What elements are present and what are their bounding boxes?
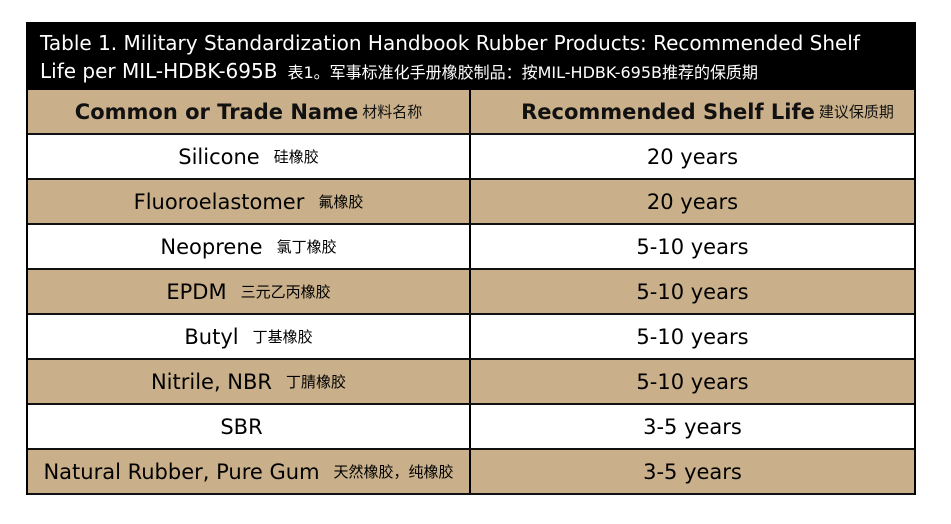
table-header-row: Common or Trade Name 材料名称 Recommended She… — [28, 90, 914, 135]
title-line-2-en: Life per MIL-HDBK-695B — [40, 59, 278, 83]
cell-name: Fluoroelastomer 氟橡胶 — [28, 180, 471, 223]
column-header-life: Recommended Shelf Life 建议保质期 — [471, 90, 914, 133]
cell-shelf-life: 5-10 years — [636, 279, 749, 304]
cell-shelf-life: 3-5 years — [643, 459, 742, 484]
cell-name-en: EPDM — [166, 279, 227, 304]
cell-shelf-life: 20 years — [646, 189, 739, 214]
title-line-2-cn: 表1。军事标准化手册橡胶制品：按MIL-HDBK-695B推荐的保质期 — [287, 63, 758, 82]
cell-name: SBR — [28, 405, 471, 448]
table-row: SBR 3-5 years — [28, 405, 914, 450]
column-header-life-cn: 建议保质期 — [818, 103, 894, 121]
cell-name-en: Butyl — [184, 324, 239, 349]
cell-name-en: Neoprene — [160, 234, 263, 259]
cell-name-cn: 硅橡胶 — [273, 148, 319, 166]
cell-name-en: Silicone — [178, 144, 260, 169]
title-line-1: Table 1. Military Standardization Handbo… — [40, 31, 860, 55]
column-header-name: Common or Trade Name 材料名称 — [28, 90, 471, 133]
cell-shelf-life: 5-10 years — [636, 234, 749, 259]
column-header-name-cn: 材料名称 — [362, 103, 423, 121]
cell-name-en: Natural Rubber, Pure Gum — [43, 459, 320, 484]
title-line-2: Life per MIL-HDBK-695B 表1。军事标准化手册橡胶制品：按MI… — [40, 57, 916, 87]
table-row: Nitrile, NBR 丁腈橡胶 5-10 years — [28, 360, 914, 405]
cell-name-cn: 三元乙丙橡胶 — [240, 283, 331, 301]
cell-shelf-life: 5-10 years — [636, 369, 749, 394]
cell-name: Nitrile, NBR 丁腈橡胶 — [28, 360, 471, 403]
cell-name-cn: 天然橡胶，纯橡胶 — [333, 463, 454, 481]
table-row: Fluoroelastomer 氟橡胶 20 years — [28, 180, 914, 225]
cell-name: Silicone 硅橡胶 — [28, 135, 471, 178]
cell-name-en: Nitrile, NBR — [150, 369, 273, 394]
cell-name-cn: 氟橡胶 — [318, 193, 364, 211]
cell-name: Natural Rubber, Pure Gum 天然橡胶，纯橡胶 — [28, 450, 471, 493]
cell-name-en: Fluoroelastomer — [133, 189, 305, 214]
table-row: Natural Rubber, Pure Gum 天然橡胶，纯橡胶 3-5 year… — [28, 450, 914, 495]
cell-name: Butyl 丁基橡胶 — [28, 315, 471, 358]
cell-shelf-life: 3-5 years — [643, 414, 742, 439]
shelf-life-table: Common or Trade Name 材料名称 Recommended She… — [26, 90, 916, 495]
table-row: Neoprene 氯丁橡胶 5-10 years — [28, 225, 914, 270]
table-row: Butyl 丁基橡胶 5-10 years — [28, 315, 914, 360]
cell-name-en: SBR — [220, 414, 263, 439]
cell-name: EPDM 三元乙丙橡胶 — [28, 270, 471, 313]
table-title: Table 1. Military Standardization Handbo… — [26, 22, 916, 90]
table-row: EPDM 三元乙丙橡胶 5-10 years — [28, 270, 914, 315]
cell-name-cn: 丁腈橡胶 — [286, 373, 347, 391]
column-header-life-en: Recommended Shelf Life — [521, 99, 815, 124]
cell-shelf-life: 20 years — [646, 144, 739, 169]
cell-name-cn: 丁基橡胶 — [252, 328, 313, 346]
cell-shelf-life: 5-10 years — [636, 324, 749, 349]
column-header-name-en: Common or Trade Name — [74, 99, 359, 124]
cell-name: Neoprene 氯丁橡胶 — [28, 225, 471, 268]
cell-name-cn: 氯丁橡胶 — [276, 238, 337, 256]
table-row: Silicone 硅橡胶 20 years — [28, 135, 914, 180]
